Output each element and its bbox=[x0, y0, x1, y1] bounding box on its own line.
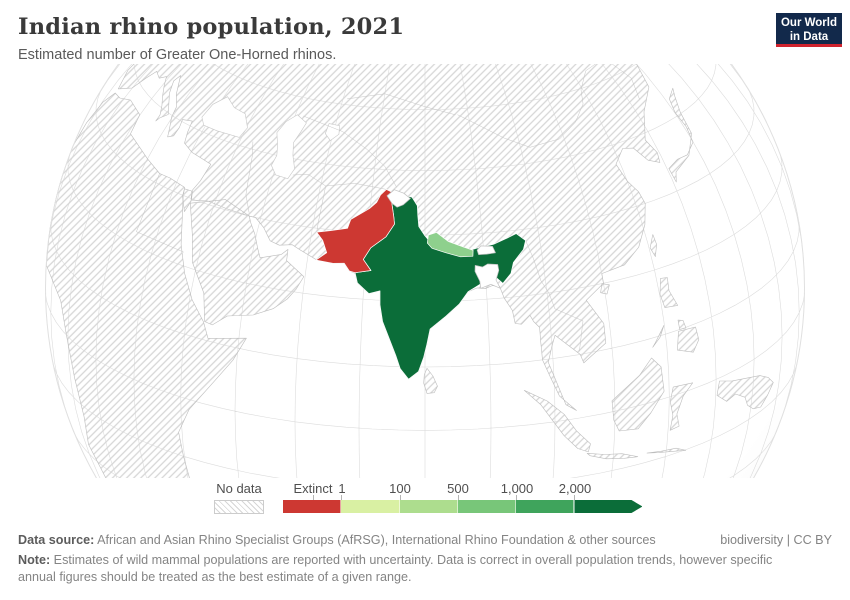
landmass-sumatra[interactable] bbox=[523, 390, 591, 453]
landmass-new_guinea[interactable] bbox=[716, 375, 774, 410]
landmass-mindanao[interactable] bbox=[677, 326, 700, 353]
lake-aral_sea bbox=[324, 123, 341, 142]
country-border-line bbox=[457, 89, 584, 148]
legend-segment-1-100[interactable] bbox=[341, 500, 400, 513]
landmass-sulawesi[interactable] bbox=[669, 382, 693, 431]
landmass-hainan[interactable] bbox=[600, 283, 610, 295]
legend-tick-500: 500 bbox=[447, 481, 469, 496]
page-subtitle: Estimated number of Greater One-Horned r… bbox=[18, 47, 337, 63]
country-border-line bbox=[292, 174, 326, 187]
country-border-line bbox=[245, 168, 251, 213]
legend-tick-extinct: Extinct bbox=[293, 481, 333, 496]
landmass-borneo[interactable] bbox=[611, 357, 665, 432]
country-border-line bbox=[580, 64, 640, 100]
legend-tick-1: 1 bbox=[338, 481, 346, 496]
country-india[interactable] bbox=[354, 194, 526, 380]
landmass-palawan[interactable] bbox=[652, 325, 665, 348]
footer-license-link[interactable]: biodiversity | CC BY bbox=[720, 533, 832, 547]
legend-segment-2000-plus[interactable] bbox=[574, 500, 643, 513]
page-title: Indian rhino population, 2021 bbox=[18, 14, 405, 40]
legend-color-bar bbox=[283, 500, 643, 513]
footer-note-text: Estimates of wild mammal populations are… bbox=[18, 553, 773, 584]
landmass-visayas[interactable] bbox=[677, 319, 687, 330]
landmass-lesser_sunda[interactable] bbox=[646, 447, 687, 454]
footer-source-text: African and Asian Rhino Specialist Group… bbox=[94, 533, 656, 547]
legend-tickmark bbox=[400, 495, 401, 500]
legend-tickmark bbox=[574, 495, 575, 500]
landmass-sinai[interactable] bbox=[182, 188, 192, 212]
country-border-line bbox=[303, 115, 397, 188]
legend-tickmark bbox=[516, 495, 517, 500]
country-bhutan[interactable] bbox=[476, 245, 496, 255]
footer-source-label: Data source: bbox=[18, 533, 95, 547]
country-border-line bbox=[525, 240, 584, 352]
landmass-java[interactable] bbox=[586, 453, 639, 460]
legend-segment-extinct[interactable] bbox=[283, 500, 342, 513]
footer-source-row: Data source: African and Asian Rhino Spe… bbox=[18, 533, 832, 547]
lake-black_sea bbox=[201, 96, 248, 138]
legend-segment-500-1000[interactable] bbox=[457, 500, 517, 513]
landmass-eurasia[interactable] bbox=[118, 0, 661, 411]
country-border-line bbox=[325, 183, 387, 190]
country-border-line bbox=[136, 173, 184, 253]
legend-tick-100: 100 bbox=[389, 481, 411, 496]
landmass-srilanka[interactable] bbox=[423, 368, 438, 394]
footer-note-label: Note: bbox=[18, 553, 51, 567]
country-bangladesh[interactable] bbox=[474, 263, 501, 289]
country-nepal[interactable] bbox=[426, 232, 474, 258]
legend-tick-1000: 1,000 bbox=[500, 481, 534, 496]
owid-logo-line2: in Data bbox=[789, 31, 829, 43]
legend-segment-1000-2000[interactable] bbox=[516, 500, 575, 513]
owid-logo-line1: Our World bbox=[780, 17, 837, 29]
landmass-africa[interactable] bbox=[46, 92, 247, 553]
legend-no-data-swatch[interactable] bbox=[214, 500, 264, 514]
landmass-arabia[interactable] bbox=[190, 199, 305, 326]
legend-tick-2000: 2,000 bbox=[558, 481, 592, 496]
legend-tickmark bbox=[458, 495, 459, 500]
landmass-japan[interactable] bbox=[668, 87, 694, 183]
owid-logo[interactable]: Our World in Data bbox=[776, 13, 842, 47]
country-kashmir[interactable] bbox=[386, 189, 411, 208]
legend-no-data-label: No data bbox=[216, 481, 262, 496]
lake-caspian bbox=[271, 114, 307, 180]
footer-source: Data source: African and Asian Rhino Spe… bbox=[18, 533, 656, 547]
footer-note: Note: Estimates of wild mammal populatio… bbox=[18, 552, 800, 586]
legend-segment-100-500[interactable] bbox=[399, 500, 458, 513]
country-border-line bbox=[249, 141, 254, 169]
landmass-luzon[interactable] bbox=[659, 277, 678, 308]
country-border-line bbox=[347, 93, 456, 116]
globe-rim bbox=[45, 64, 805, 478]
landmass-taiwan[interactable] bbox=[649, 234, 657, 257]
country-border-line bbox=[316, 185, 326, 233]
legend-tickmark bbox=[341, 495, 342, 500]
legend-tickmark bbox=[313, 495, 314, 500]
